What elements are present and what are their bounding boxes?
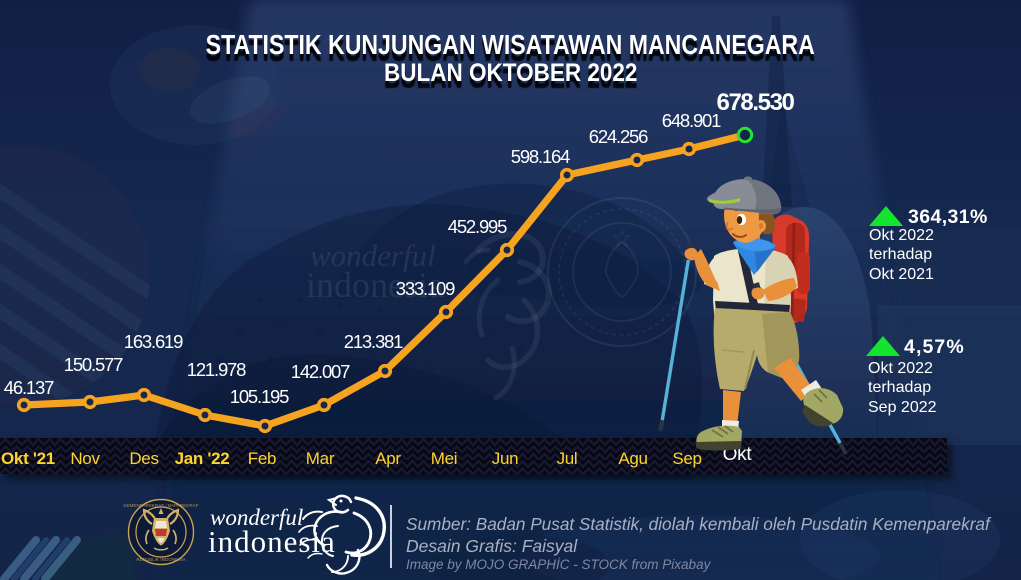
svg-text:indonesia: indonesia [306, 265, 444, 305]
svg-text:REPUBLIK INDONESIA: REPUBLIK INDONESIA [136, 557, 186, 562]
svg-text:wonderful: wonderful [310, 238, 436, 273]
svg-text:KEMENPAREKRAF / BAPAREKRAF: KEMENPAREKRAF / BAPAREKRAF [123, 503, 198, 508]
